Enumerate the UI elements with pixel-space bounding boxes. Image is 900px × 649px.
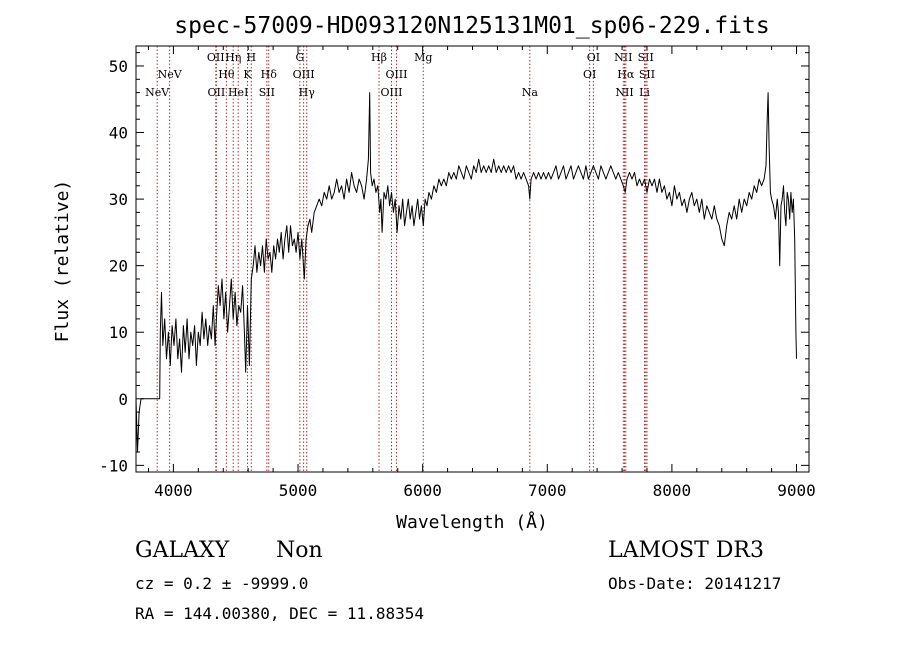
line-marker-label-26: Li [639, 86, 650, 99]
line-marker-label-5: Hη [225, 51, 241, 64]
line-marker-label-24: SII [638, 51, 654, 64]
line-marker-label-13: Hγ [299, 86, 316, 99]
flux-series [135, 92, 797, 453]
line-marker-label-25: SII [639, 68, 655, 81]
survey-release: LAMOST DR3 [608, 538, 764, 563]
line-marker-label-20: OI [583, 68, 596, 81]
y-tick-label-0: -10 [99, 456, 128, 475]
object-subclass: Non [276, 538, 323, 563]
redshift-cz: cz = 0.2 ± -9999.0 [135, 574, 309, 593]
y-tick-label-5: 40 [109, 124, 128, 143]
line-marker-label-23: NII [615, 86, 633, 99]
line-marker-label-19: OI [587, 51, 600, 64]
axes: 4000 5000 6000 7000 8000 9000 -10 0 10 20 30 40 50 [99, 46, 816, 500]
line-marker-label-4: Hθ [218, 68, 235, 81]
x-tick-label-1: 5000 [279, 481, 318, 500]
line-marker-label-2: OII [207, 51, 225, 64]
y-tick-label-1: 0 [118, 390, 128, 409]
line-marker-label-1: NeV [158, 68, 183, 81]
x-tick-label-3: 7000 [528, 481, 567, 500]
line-marker-label-14: Hβ [371, 51, 387, 64]
spectrum-chart: spec-57009-HD093120N125131M01_sp06-229.f… [52, 13, 816, 533]
line-marker-label-12: OIII [293, 68, 315, 81]
y-axis-label: Flux (relative) [52, 180, 73, 343]
line-marker-label-11: G [295, 51, 304, 64]
y-tick-label-2: 10 [109, 323, 128, 342]
line-marker-label-3: OII [208, 86, 226, 99]
y-tick-label-6: 50 [109, 57, 128, 76]
line-marker-label-8: H [246, 51, 256, 64]
line-marker-label-10: SII [259, 86, 275, 99]
line-marker-label-16: OIII [380, 86, 402, 99]
line-marker-label-6: HeI [228, 86, 248, 99]
chart-title: spec-57009-HD093120N125131M01_sp06-229.f… [174, 13, 769, 39]
line-marker-label-18: Na [522, 86, 539, 99]
object-class: GALAXY [135, 538, 230, 563]
observation-date: Obs-Date: 20141217 [608, 574, 782, 593]
line-marker-label-22: Hα [617, 68, 635, 81]
line-marker-label-15: OIII [385, 68, 407, 81]
plot-frame [135, 45, 810, 473]
line-marker-label-21: NII [614, 51, 632, 64]
y-tick-label-3: 20 [109, 257, 128, 276]
x-tick-label-4: 8000 [653, 481, 692, 500]
coordinates: RA = 144.00380, DEC = 11.88354 [135, 604, 424, 623]
emission-line-markers: NeV NeV OII OII Hθ Hη HeI KH Hδ SII G OIII Hγ Hβ OIII O… [145, 46, 655, 472]
x-tick-label-5: 9000 [777, 481, 816, 500]
x-tick-label-2: 6000 [403, 481, 442, 500]
x-tick-label-0: 4000 [154, 481, 193, 500]
line-marker-label-0: NeV [145, 86, 170, 99]
series-line-flux [135, 92, 797, 453]
line-marker-label-7: K [243, 68, 252, 81]
y-tick-label-4: 30 [109, 190, 128, 209]
line-marker-label-9: Hδ [261, 68, 278, 81]
x-axis-label: Wavelength (Å) [396, 511, 548, 533]
line-marker-label-17: Mg [414, 51, 432, 64]
